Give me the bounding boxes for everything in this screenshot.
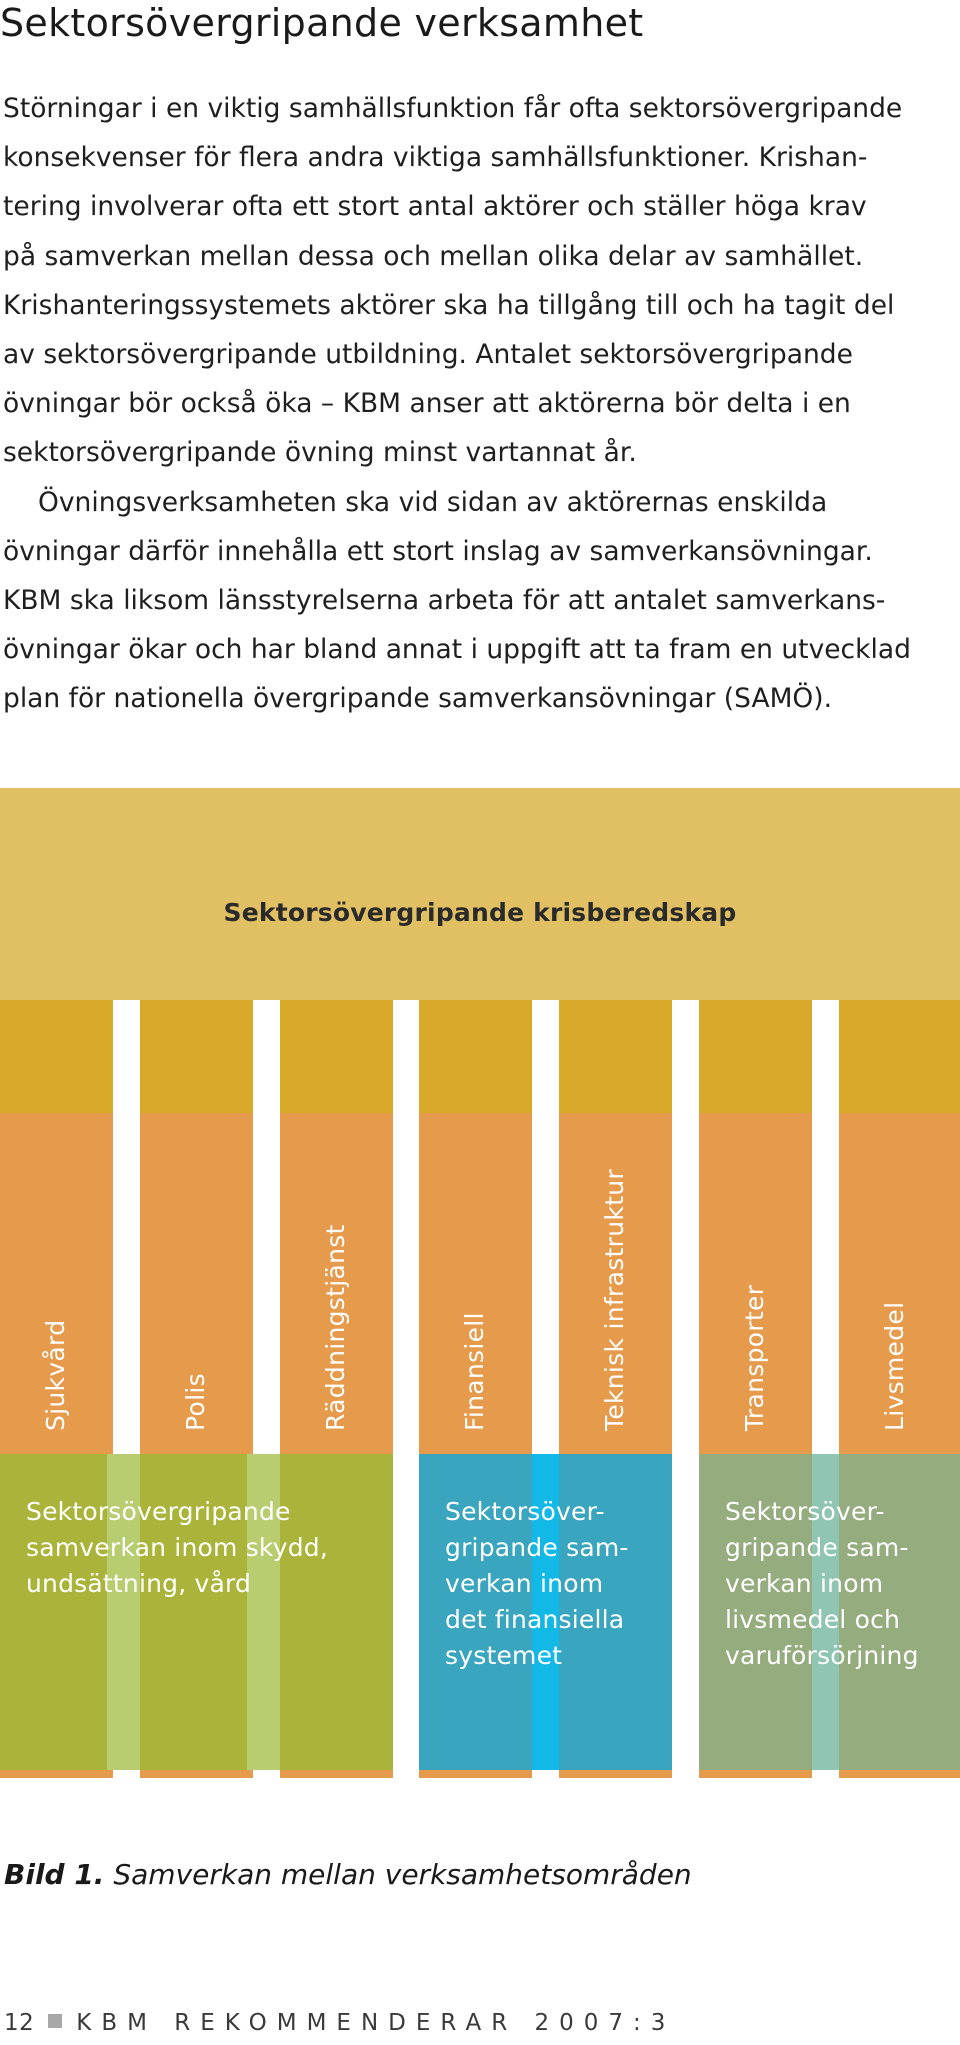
- collaboration-group: Sektorsöver- gripande sam- verkan inom l…: [699, 1454, 960, 1770]
- sector-label: Räddningstjänst: [321, 1224, 350, 1431]
- column-top-band: [559, 1000, 672, 1113]
- diagram-header: Sektorsövergripande krisberedskap: [223, 898, 737, 927]
- sector-label-box: Teknisk infrastruktur: [559, 1000, 672, 1460]
- sector-label: Transporter: [740, 1284, 769, 1431]
- body-line: Krishanteringssystemets aktörer ska ha t…: [3, 289, 895, 321]
- sector-label-box: Finansiell: [419, 1000, 532, 1460]
- body-line: övningar därför innehålla ett stort insl…: [3, 535, 873, 567]
- column-gap: [672, 1000, 699, 1778]
- body-line: övningar bör också öka – KBM anser att a…: [3, 388, 851, 420]
- column-top-band: [419, 1000, 532, 1113]
- column-top-band: [280, 1000, 393, 1113]
- caption-text: Samverkan mellan verksamhetsområden: [113, 1858, 692, 1891]
- sector-label-box: Sjukvård: [0, 1000, 113, 1460]
- sector-label-box: Livsmedel: [839, 1000, 952, 1460]
- body-line: Störningar i en viktig samhällsfunktion …: [3, 93, 903, 124]
- group-label: Sektorsöver- gripande sam- verkan inom d…: [445, 1497, 629, 1670]
- body-text: Störningar i en viktig samhällsfunktion …: [3, 84, 953, 723]
- body-line: på samverkan mellan dessa och mellan oli…: [3, 240, 864, 272]
- group-stripe: [532, 1454, 559, 1770]
- group-stripe: [812, 1454, 839, 1770]
- sector-label: Livsmedel: [880, 1301, 909, 1431]
- sector-label-box: Räddningstjänst: [280, 1000, 393, 1460]
- collaboration-group: Sektorsöver- gripande sam- verkan inom d…: [419, 1454, 672, 1770]
- column-top-band: [699, 1000, 812, 1113]
- publication-name: KBM REKOMMENDERAR 2007:3: [76, 2010, 676, 2036]
- body-line: övningar ökar och har bland annat i uppg…: [3, 634, 911, 666]
- sector-label-box: Polis: [140, 1000, 253, 1460]
- sector-label: Polis: [181, 1373, 210, 1431]
- group-label: Sektorsöver- gripande sam- verkan inom l…: [725, 1497, 919, 1670]
- sector-label: Teknisk infrastruktur: [600, 1169, 629, 1431]
- page-footer: 12 KBM REKOMMENDERAR 2007:3: [4, 2010, 675, 2036]
- sector-diagram: Sektorsövergripande krisberedskap Sjukvå…: [0, 788, 960, 1778]
- page-title: Sektorsövergripande verksamhet: [0, 1, 644, 45]
- sector-label-box: Transporter: [699, 1000, 812, 1460]
- body-line: KBM ska liksom länsstyrelserna arbeta fö…: [3, 584, 886, 616]
- group-stripe: [107, 1454, 140, 1770]
- sector-label: Finansiell: [460, 1312, 489, 1431]
- column-top-band: [839, 1000, 960, 1113]
- group-stripe: [247, 1454, 280, 1770]
- body-line: av sektorsövergripande utbildning. Antal…: [3, 338, 853, 370]
- column-gap: [393, 1000, 419, 1778]
- collaboration-group: Sektorsövergripande samverkan inom skydd…: [0, 1454, 393, 1770]
- body-line: tering involverar ofta ett stort antal a…: [3, 191, 867, 223]
- body-line: sektorsövergripande övning minst vartann…: [3, 437, 637, 469]
- group-label: Sektorsövergripande samverkan inom skydd…: [26, 1497, 328, 1598]
- body-line: plan för nationella övergripande samverk…: [3, 683, 833, 715]
- column-top-band: [140, 1000, 253, 1113]
- body-line: Övningsverksamheten ska vid sidan av akt…: [38, 486, 828, 518]
- square-icon: [48, 2014, 63, 2028]
- column-top-band: [0, 1000, 113, 1113]
- page-number: 12: [4, 2010, 35, 2036]
- caption-label: Bild 1.: [4, 1858, 105, 1891]
- body-line: konsekvenser för flera andra viktiga sam…: [3, 142, 868, 174]
- sector-label: Sjukvård: [41, 1319, 70, 1431]
- figure-caption: Bild 1. Samverkan mellan verksamhetsområ…: [4, 1858, 692, 1891]
